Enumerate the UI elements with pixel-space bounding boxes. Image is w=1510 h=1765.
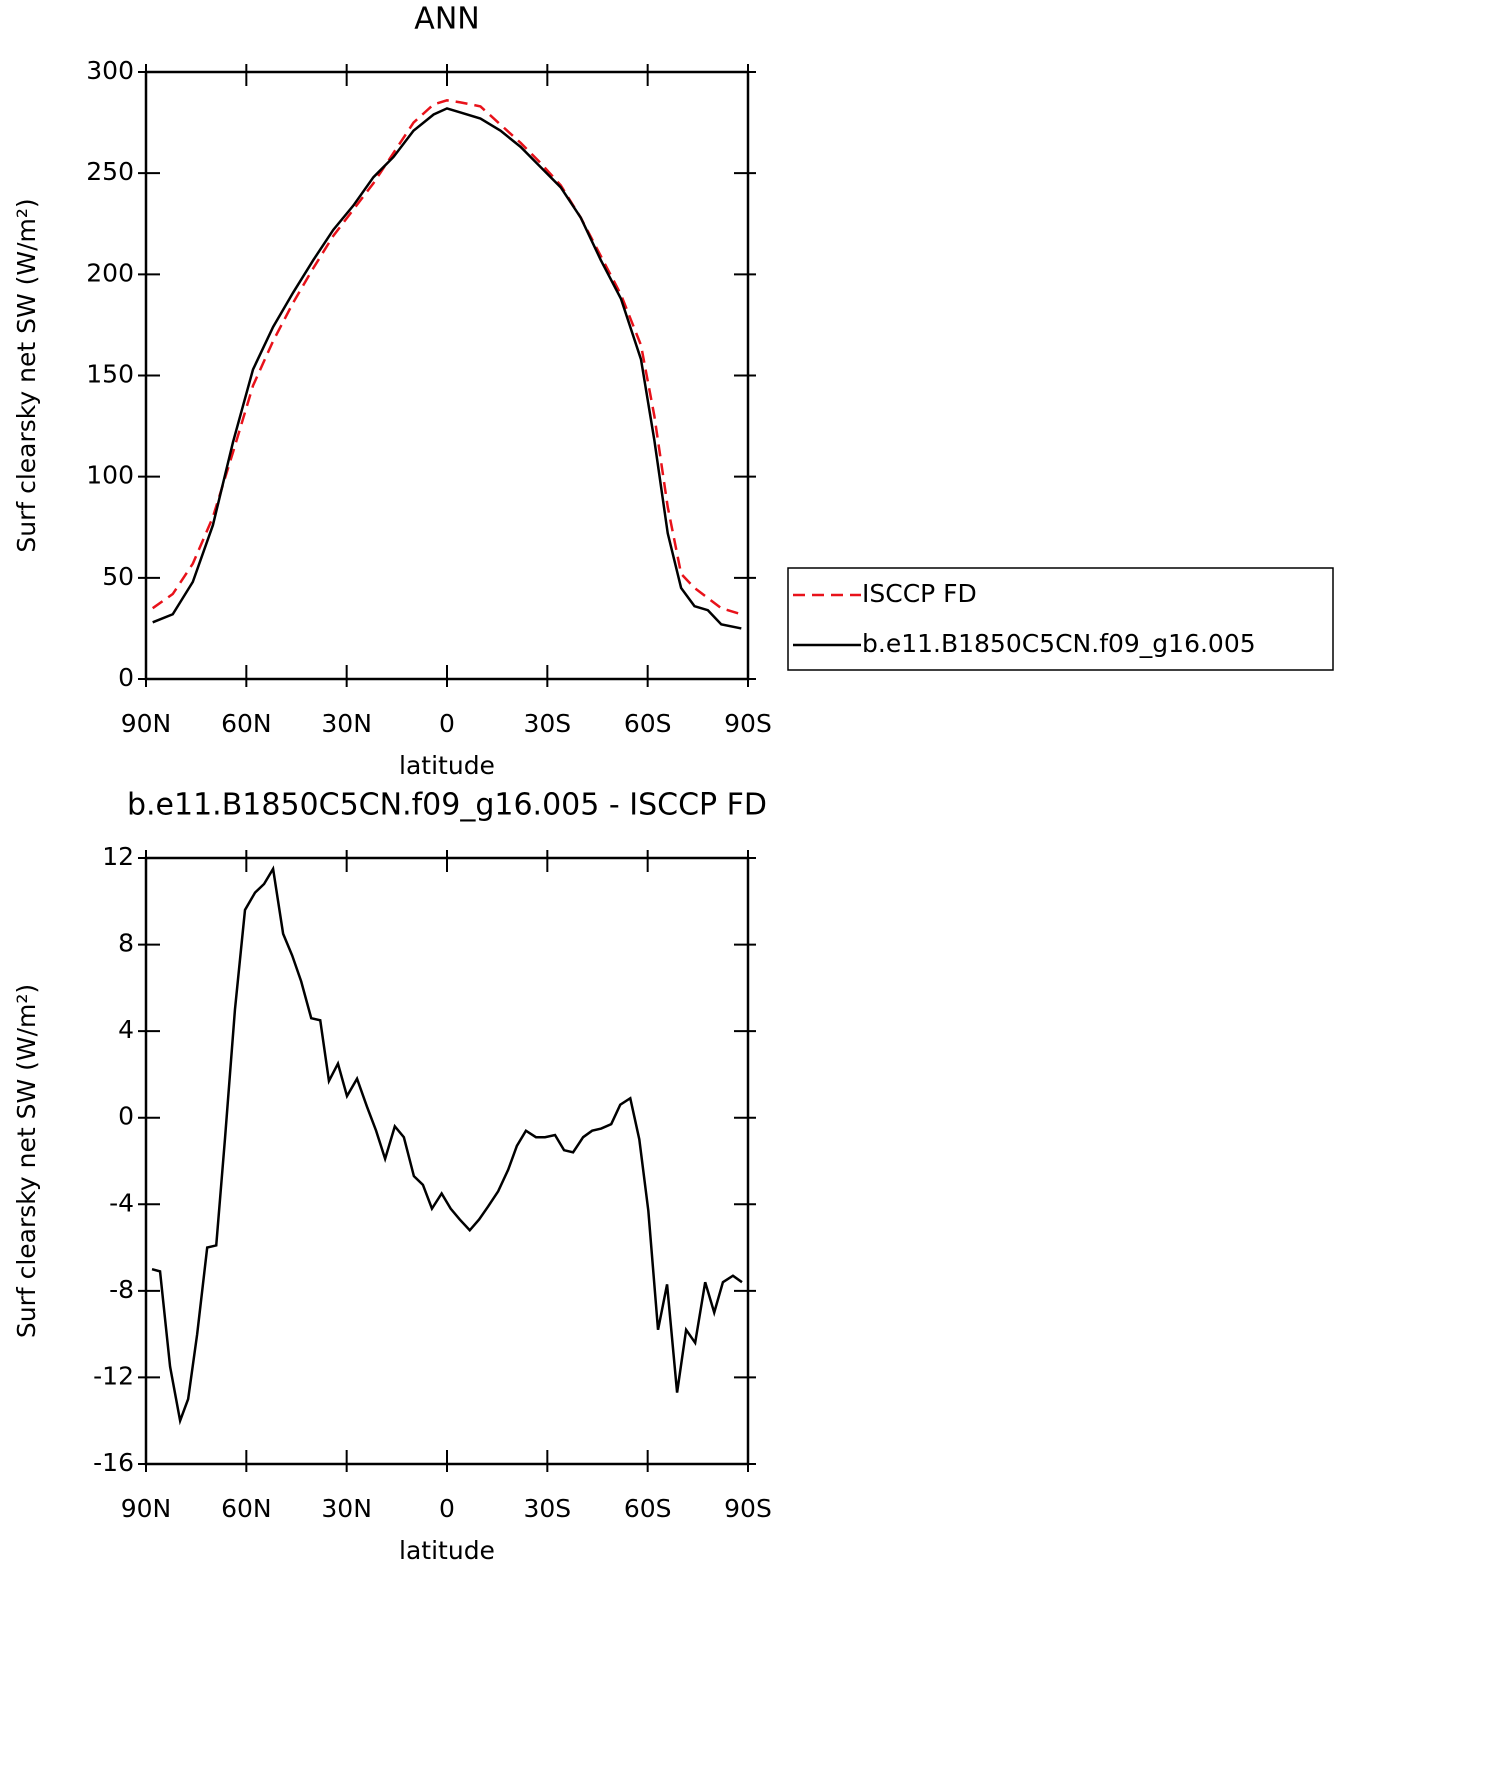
chart-title: b.e11.B1850C5CN.f09_g16.005 - ISCCP FD [127, 788, 767, 823]
series-line [152, 107, 742, 630]
y-tick-label: -8 [109, 1275, 134, 1304]
series-line [151, 865, 743, 1426]
x-tick-label: 30S [523, 1494, 571, 1523]
y-tick-label: 0 [118, 663, 134, 692]
y-tick-label: 100 [86, 461, 134, 490]
x-tick-label: 60N [221, 709, 272, 738]
y-tick-label: 300 [86, 56, 134, 85]
x-tick-label: 60S [624, 709, 672, 738]
x-tick-label: 30S [523, 709, 571, 738]
y-tick-label: -4 [109, 1188, 134, 1217]
x-tick-label: 90N [121, 709, 172, 738]
y-tick-label: 0 [118, 1102, 134, 1131]
y-tick-label: -12 [93, 1361, 134, 1390]
x-tick-label: 90S [724, 709, 772, 738]
series-line [151, 99, 742, 616]
y-tick-label: 150 [86, 360, 134, 389]
x-tick-label: 60S [624, 1494, 672, 1523]
y-tick-label: 4 [118, 1015, 134, 1044]
x-axis-label: latitude [399, 1536, 495, 1565]
x-tick-label: 90N [121, 1494, 172, 1523]
x-axis-label: latitude [399, 751, 495, 780]
x-tick-label: 60N [221, 1494, 272, 1523]
y-tick-label: 200 [86, 258, 134, 287]
legend-label: b.e11.B1850C5CN.f09_g16.005 [862, 629, 1256, 658]
y-axis-label: Surf clearsky net SW (W/m²) [12, 198, 41, 552]
legend-label: ISCCP FD [862, 579, 977, 608]
x-tick-label: 30N [321, 1494, 372, 1523]
plot-frame [144, 856, 750, 1466]
y-axis-label: Surf clearsky net SW (W/m²) [12, 984, 41, 1338]
y-tick-label: 250 [86, 157, 134, 186]
y-tick-label: -16 [93, 1448, 134, 1477]
y-tick-label: 50 [102, 562, 134, 591]
legend-box [787, 567, 1334, 671]
x-tick-label: 0 [439, 1494, 455, 1523]
x-tick-label: 90S [724, 1494, 772, 1523]
x-tick-label: 0 [439, 709, 455, 738]
y-tick-label: 8 [118, 929, 134, 958]
y-tick-label: 12 [102, 842, 134, 871]
x-tick-label: 30N [321, 709, 372, 738]
chart-title: ANN [414, 2, 479, 37]
plot-frame [144, 70, 750, 681]
